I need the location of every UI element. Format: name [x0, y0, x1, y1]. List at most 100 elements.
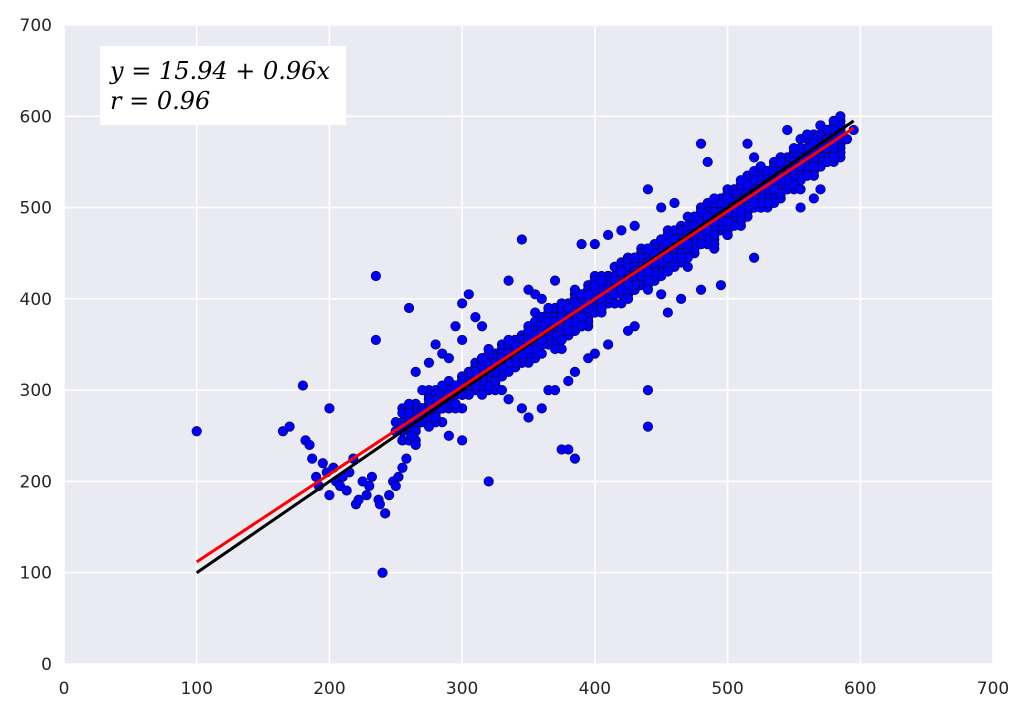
- y-tick-labels: 0 100 200 300 400 500 600 700: [20, 16, 52, 675]
- regression-equation: y = 15.94 + 0.96x: [109, 57, 330, 85]
- scatter-point: [364, 480, 375, 492]
- scatter-point: [622, 325, 634, 336]
- scatter-point: [722, 216, 733, 227]
- scatter-point: [410, 366, 421, 377]
- scatter-point: [808, 161, 819, 172]
- scatter-point: [589, 238, 600, 250]
- scatter-point: [682, 211, 693, 222]
- scatter-point: [802, 129, 813, 140]
- scatter-point: [782, 124, 793, 136]
- scatter-point: [662, 307, 673, 318]
- scatter-point: [430, 339, 441, 350]
- scatter-point: [676, 252, 687, 263]
- scatter-point: [483, 343, 494, 355]
- scatter-point: [656, 202, 667, 213]
- scatter-point: [361, 490, 372, 501]
- scatter-point: [749, 252, 760, 263]
- scatter-point: [380, 508, 391, 519]
- scatter-point: [496, 385, 508, 396]
- scatter-point: [366, 471, 377, 482]
- scatter-point: [443, 353, 454, 364]
- scatter-point: [423, 394, 435, 405]
- y-tick-label: 500: [20, 199, 52, 219]
- scatter-point: [457, 334, 468, 346]
- annotation-background: [100, 46, 346, 125]
- scatter-point: [476, 321, 488, 332]
- scatter-point: [642, 284, 654, 295]
- y-tick-label: 200: [20, 472, 52, 492]
- scatter-point: [457, 435, 468, 446]
- scatter-point: [583, 289, 594, 300]
- scatter-point: [709, 229, 720, 241]
- scatter-point: [702, 156, 713, 168]
- scatter-point: [556, 334, 567, 346]
- scatter-point: [384, 490, 395, 501]
- scatter-point: [715, 280, 727, 291]
- scatter-point: [516, 403, 527, 414]
- scatter-point: [549, 275, 561, 286]
- scatter-point: [642, 184, 654, 195]
- correlation-coefficient: r = 0.96: [110, 87, 210, 115]
- x-tick-label: 500: [711, 679, 743, 699]
- scatter-point: [603, 229, 614, 241]
- scatter-point: [742, 138, 753, 149]
- scatter-point: [490, 375, 501, 387]
- scatter-point: [549, 385, 561, 396]
- scatter-point: [815, 184, 826, 195]
- scatter-point: [417, 385, 428, 396]
- scatter-point: [642, 421, 654, 432]
- scatter-point: [317, 458, 328, 469]
- regression-line: [195, 126, 855, 564]
- scatter-point: [403, 302, 415, 314]
- scatter-point: [583, 353, 594, 364]
- scatter-point: [802, 170, 813, 181]
- y-tick-label: 400: [20, 290, 52, 310]
- scatter-point: [709, 193, 720, 204]
- scatter-point: [662, 266, 673, 277]
- scatter-point: [370, 334, 381, 346]
- scatter-point: [430, 412, 441, 423]
- scatter-point: [596, 275, 607, 286]
- scatter-point: [629, 220, 640, 231]
- y-tick-label: 100: [20, 564, 52, 584]
- scatter-point: [370, 270, 381, 282]
- annotation-box: y = 15.94 + 0.96x r = 0.96: [100, 46, 346, 125]
- scatter-point: [841, 134, 853, 145]
- scatter-point: [307, 453, 318, 464]
- scatter-point: [722, 229, 733, 241]
- scatter-point: [808, 193, 819, 204]
- x-tick-label: 200: [313, 679, 345, 699]
- scatter-point: [563, 444, 574, 455]
- scatter-point: [483, 476, 494, 487]
- scatter-point: [569, 453, 581, 464]
- identity-line: [195, 119, 855, 574]
- scatter-point: [822, 124, 833, 136]
- scatter-point: [722, 193, 733, 204]
- scatter-point: [563, 302, 574, 314]
- x-tick-labels: 0 100 200 300 400 500 600 700: [59, 679, 1010, 699]
- scatter-point: [563, 375, 574, 387]
- scatter-point: [353, 494, 364, 505]
- scatter-point: [642, 266, 654, 277]
- scatter-point: [377, 567, 388, 578]
- scatter-point: [695, 284, 707, 295]
- y-tick-label: 300: [20, 381, 52, 401]
- scatter-point: [503, 334, 514, 346]
- scatter-point: [503, 275, 514, 286]
- scatter-point: [450, 321, 461, 332]
- x-tick-label: 400: [579, 679, 611, 699]
- scatter-point: [304, 439, 315, 451]
- scatter-point: [576, 238, 587, 250]
- scatter-point: [516, 234, 527, 245]
- scatter-point: [642, 243, 654, 254]
- scatter-point: [470, 312, 481, 323]
- y-tick-label: 600: [20, 107, 52, 127]
- y-tick-label: 700: [20, 16, 52, 36]
- scatter-point: [374, 499, 385, 510]
- scatter-point: [616, 225, 627, 236]
- scatter-point: [476, 389, 488, 400]
- scatter-point: [393, 471, 404, 482]
- scatter-point: [788, 143, 800, 154]
- scatter-point: [397, 462, 408, 473]
